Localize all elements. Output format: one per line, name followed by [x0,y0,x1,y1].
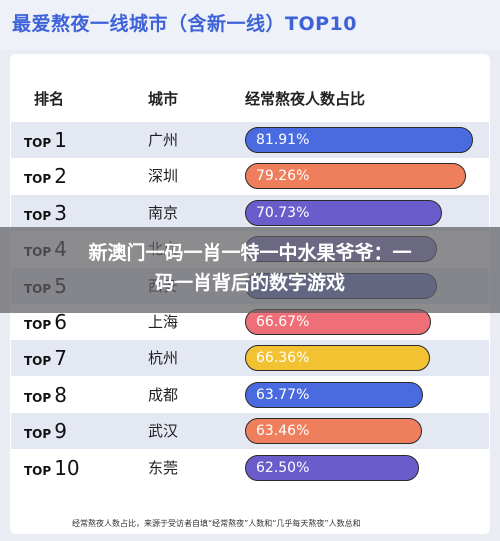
city-label: 成都 [148,386,179,404]
rank-number: 9 [54,419,67,443]
rank-label: TOP 1 [24,122,67,158]
rank-prefix: TOP [24,209,52,223]
city-label: 东莞 [148,459,179,477]
ratio-bar [245,163,466,189]
city-label: 上海 [148,313,179,331]
rank-prefix: TOP [24,391,52,405]
ratio-bar [245,418,422,444]
rank-number: 6 [54,310,67,334]
bar-value-label: 66.36% [256,350,310,366]
rank-prefix: TOP [24,136,52,150]
rank-number: 10 [54,456,80,480]
city-label: 南京 [148,204,179,222]
rank-label: TOP 9 [24,413,67,449]
bar-value-label: 79.26% [256,168,310,184]
rank-prefix: TOP [24,318,52,332]
ratio-bar [245,127,473,153]
rank-label: TOP 6 [24,304,67,340]
header-bar: 最爱熬夜一线城市（含新一线）TOP10 [0,0,500,50]
rank-number: 7 [54,346,67,370]
city-label: 深圳 [148,167,179,185]
ratio-bar [245,309,431,335]
bar-value-label: 66.67% [256,314,310,330]
rank-label: TOP 2 [24,158,67,194]
ratio-bar [245,345,430,371]
chart-footnote: 经常熬夜人数占比，来源于受访者自填“经常熬夜”人数和“几乎每天熬夜”人数总和 [72,519,361,528]
rank-label: TOP 3 [24,195,67,231]
city-label: 广州 [148,131,179,149]
city-label: 杭州 [148,349,179,367]
rank-prefix: TOP [24,464,52,478]
bar-value-label: 63.77% [256,387,310,403]
city-label: 武汉 [148,422,179,440]
bar-value-label: 62.50% [256,460,310,476]
ratio-bar [245,200,442,226]
rank-label: TOP 8 [24,377,67,413]
rank-prefix: TOP [24,172,52,186]
rank-number: 8 [54,383,67,407]
chart-title: 最爱熬夜一线城市（含新一线）TOP10 [12,13,357,35]
bar-value-label: 81.91% [256,132,310,148]
rank-number: 3 [54,201,67,225]
overlay-banner [0,227,500,313]
column-header-ratio: 经常熬夜人数占比 [245,90,366,108]
column-header-city: 城市 [148,90,179,108]
rank-label: TOP 7 [24,340,67,376]
ratio-bar [245,382,423,408]
banner-line-2: 码一肖背后的数字游戏 [154,272,345,294]
rank-prefix: TOP [24,427,52,441]
bar-value-label: 70.73% [256,205,310,221]
banner-line-1: 新澳门一码一肖一特一中水果爷爷：一 [88,242,412,264]
column-header-rank: 排名 [34,90,65,108]
bar-value-label: 63.46% [256,423,310,439]
rank-number: 1 [54,128,67,152]
rank-number: 2 [54,164,67,188]
overlay-banner-text: 新澳门一码一肖一特一中水果爷爷：一 码一肖背后的数字游戏 [0,238,500,298]
rank-prefix: TOP [24,354,52,368]
rank-label: TOP 10 [24,450,80,486]
ratio-bar [245,455,419,481]
